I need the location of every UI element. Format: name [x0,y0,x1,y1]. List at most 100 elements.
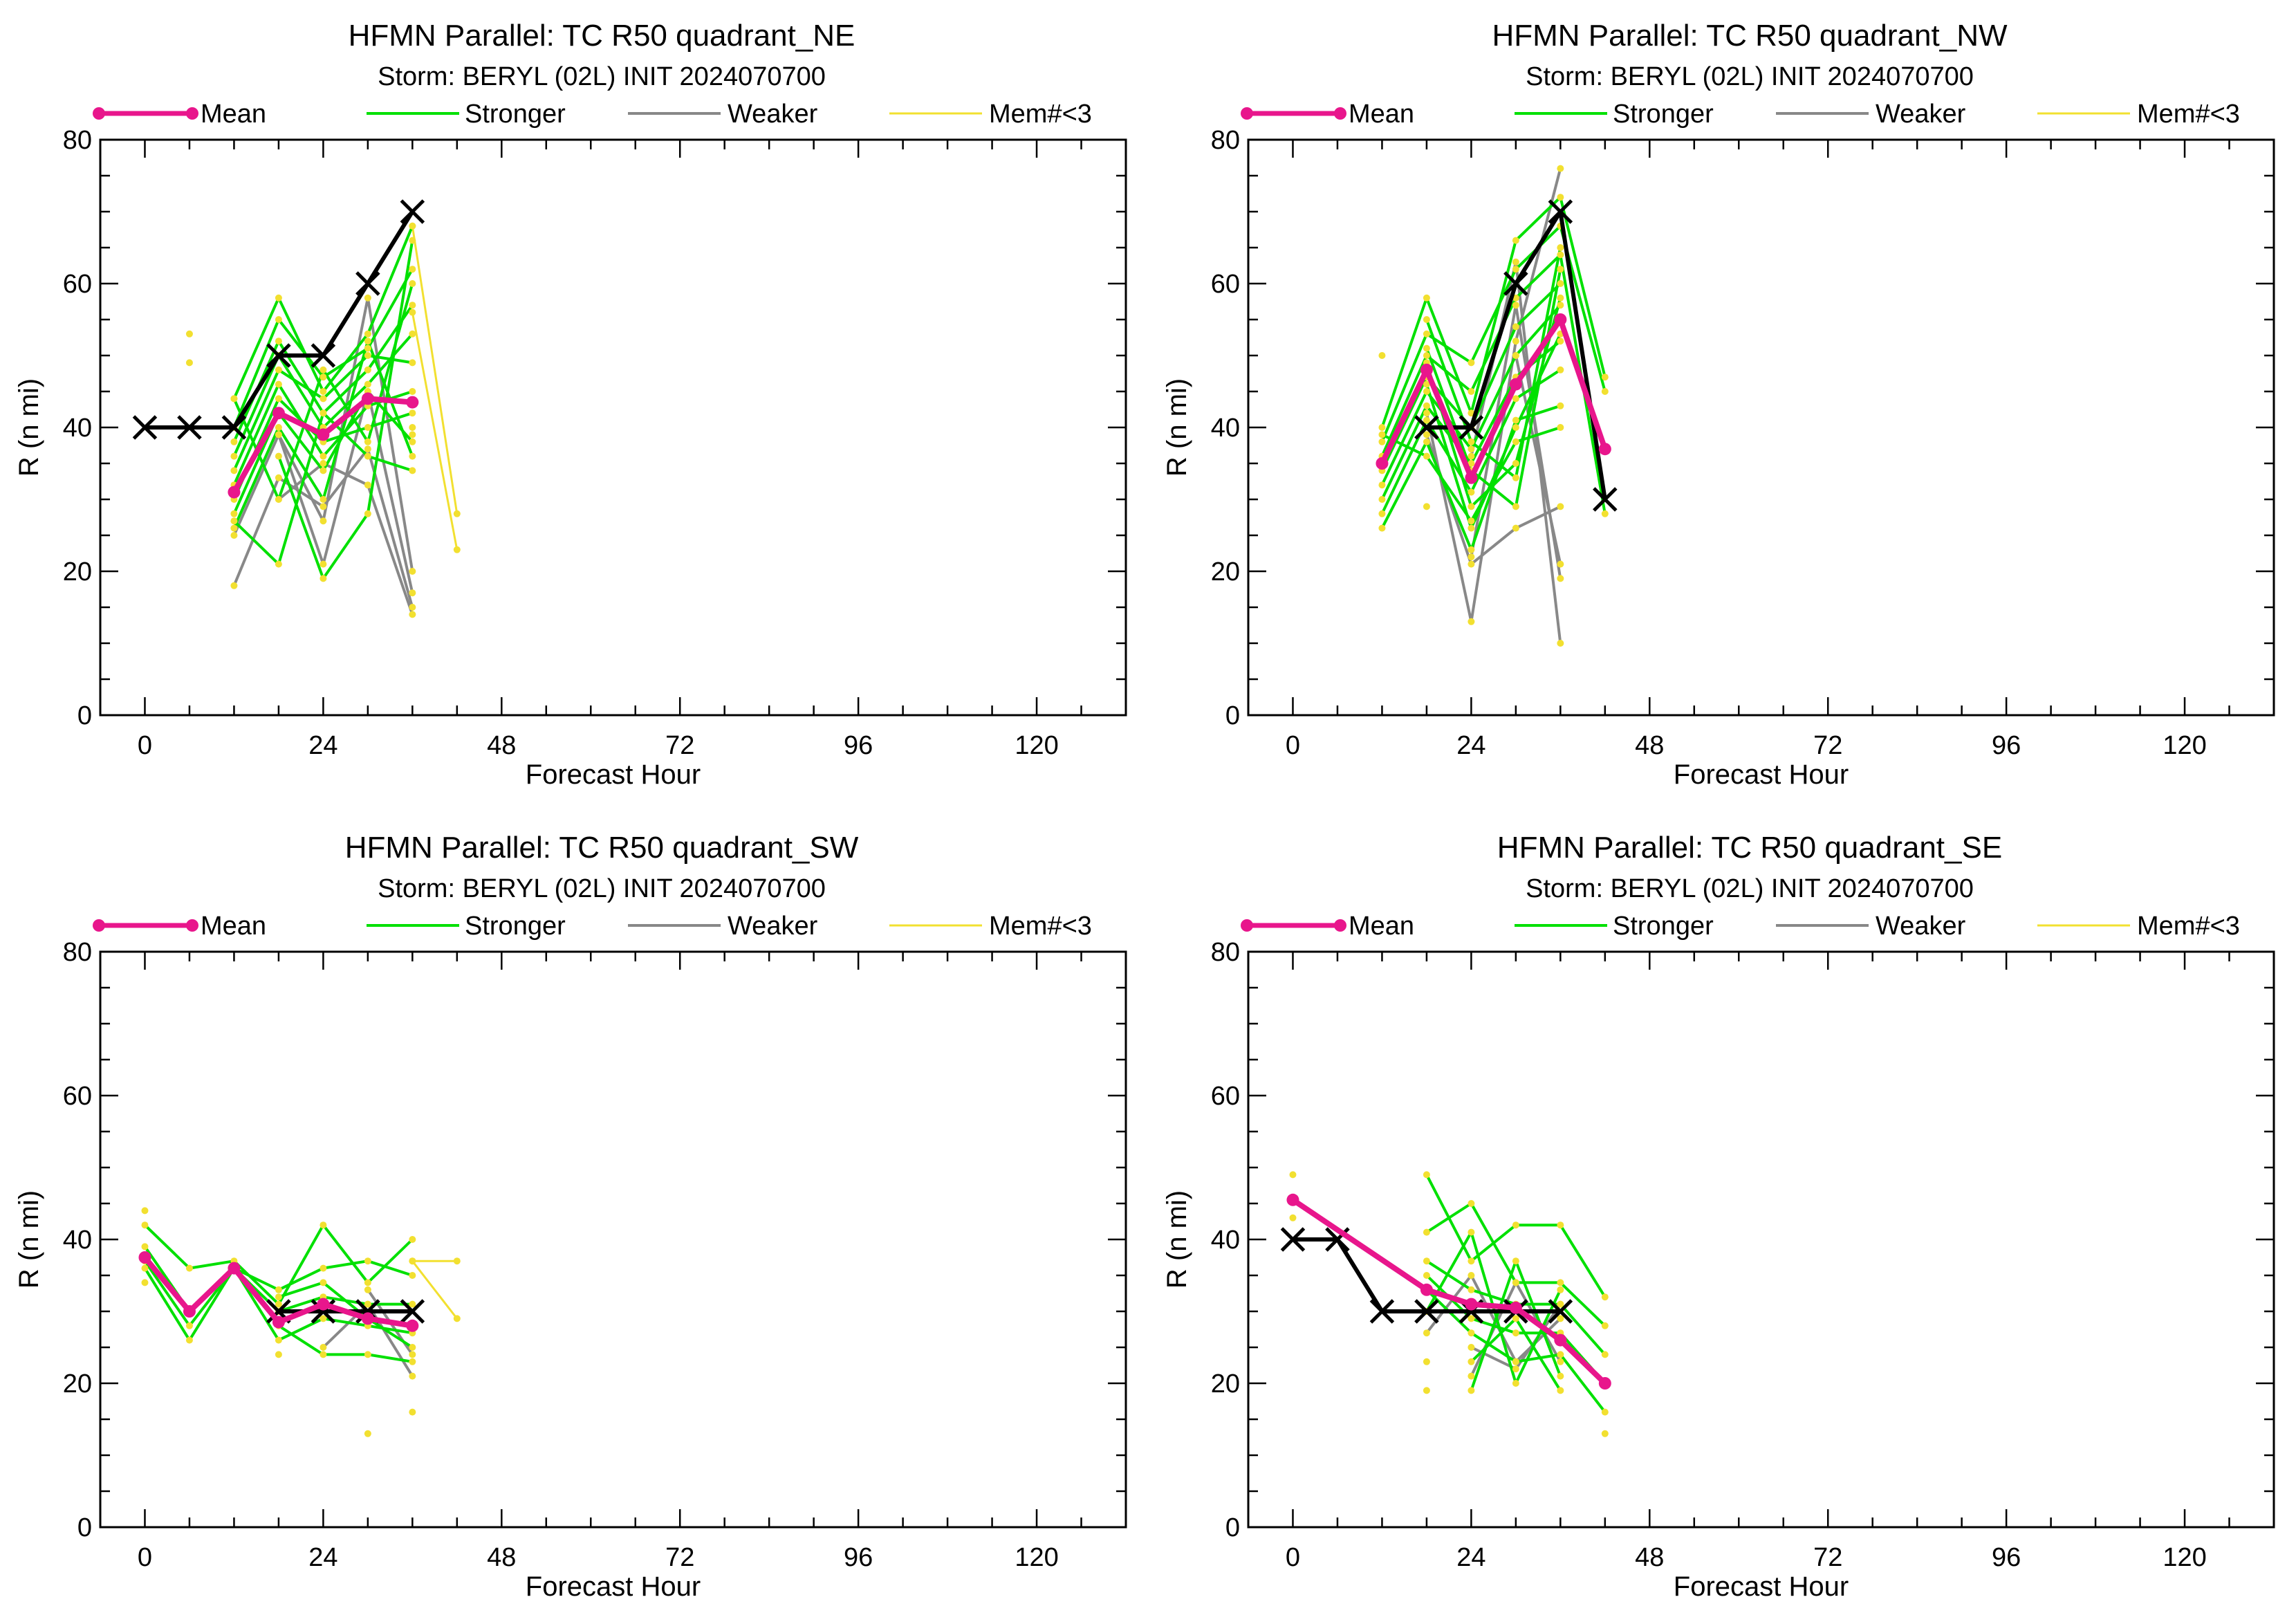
legend-mean-label: Mean [201,100,266,129]
stronger-member-point [1423,416,1430,424]
legend-weaker-label: Weaker [728,100,818,129]
stronger-member-point [275,452,282,460]
legend-stronger-label: Stronger [465,912,566,941]
x-tick-label: 96 [1992,731,2021,760]
chart-subtitle: Storm: BERYL (02L) INIT 2024070700 [378,62,826,91]
x-tick-label: 24 [308,731,337,760]
stronger-member-point [320,496,327,503]
weaker-member-point [275,474,282,481]
stronger-member-point [409,1236,416,1243]
weaker-member-point [1512,338,1519,345]
stronger-member-point [230,510,238,517]
best-track-marker [1459,415,1484,440]
x-tick-label: 72 [1813,1543,1842,1572]
mem3-point [1601,1430,1609,1437]
mem3-point [453,546,461,553]
stronger-member-point [1423,330,1430,338]
stronger-member-point [1557,424,1564,431]
stronger-member-point [409,438,416,445]
legend-mean-label: Mean [201,912,266,941]
stronger-member-point [1557,366,1564,373]
y-tick-label: 20 [63,1369,92,1399]
x-tick-label: 24 [308,1543,337,1572]
legend-weaker-label: Weaker [1876,912,1966,941]
stronger-member-point [409,1272,416,1279]
stronger-member-point [320,395,327,403]
stronger-member-point [1423,1228,1430,1236]
weaker-member-point [1512,1365,1519,1373]
stronger-member-point [141,1221,149,1229]
stronger-member-point [1468,388,1475,395]
legend-stronger-label: Stronger [1613,912,1714,941]
stronger-member-point [230,467,238,474]
stronger-member-point [230,395,238,403]
stronger-member-point [275,1336,282,1344]
stronger-member-point [1468,438,1475,445]
stronger-member-line [1380,253,1607,515]
best-track-marker [132,415,158,440]
stronger-member-point [1557,402,1564,409]
stronger-member-point [320,366,327,373]
weaker-member-point [1423,1329,1430,1337]
x-tick-label: 120 [2163,731,2206,760]
stronger-member-point [275,395,282,403]
stronger-member-point [320,373,327,381]
weaker-member-point [1423,409,1430,417]
mean-point [1509,1301,1522,1314]
legend-mean-label: Mean [1349,912,1414,941]
stronger-member-point [320,1221,327,1229]
stronger-member-point [275,338,282,345]
legend-mean-marker [186,919,198,932]
stronger-member-line [278,1281,414,1349]
stronger-member-point [409,266,416,273]
stronger-member-point [275,424,282,431]
stronger-member-point [364,1257,371,1265]
weaker-member-point [1423,431,1430,439]
stronger-member-point [1512,460,1519,467]
stronger-member-point [1512,1329,1519,1337]
stronger-member-point [364,452,371,460]
stronger-member-point [409,237,416,244]
weaker-member-point [1468,452,1475,460]
stronger-member-point [364,344,371,352]
stronger-member-point [1423,388,1430,395]
stronger-member-point [1557,266,1564,273]
weaker-member-point [320,560,327,568]
stronger-member-point [1557,1221,1564,1229]
legend-weaker-label: Weaker [1876,100,1966,129]
weaker-member-point [409,568,416,575]
stronger-member-point [1378,431,1386,439]
y-tick-label: 0 [1225,1513,1240,1542]
weaker-member-line [277,296,414,572]
y-tick-label: 60 [63,270,92,299]
stronger-member-point [1557,1279,1564,1286]
stronger-member-point [409,330,416,338]
legend-mean-marker [1334,107,1346,120]
weaker-member-point [409,604,416,611]
mem3-line [411,1260,458,1320]
stronger-member-point [1601,1322,1609,1329]
stronger-member-point [1512,1315,1519,1322]
stronger-member-line [277,240,414,580]
mem3-point [185,359,193,367]
x-axis-label: Forecast Hour [1674,759,1849,790]
legend-mean-marker [1241,919,1253,932]
stronger-member-point [1468,1358,1475,1365]
mem3-point [275,1351,282,1358]
mem3-point [453,1315,461,1322]
mean-point [406,396,419,409]
mem3-point [1289,1171,1297,1179]
stronger-member-point [1468,1200,1475,1207]
best-track-marker [1548,199,1573,224]
weaker-member-point [1557,560,1564,568]
best-track-marker [1414,415,1439,440]
stronger-member-point [1512,323,1519,331]
weaker-member-line [277,462,414,616]
stronger-member-point [1512,503,1519,510]
y-tick-label: 40 [63,1226,92,1255]
stronger-member-point [1423,1171,1430,1179]
stronger-member-line [1425,333,1562,530]
stronger-member-point [409,1344,416,1351]
stronger-member-point [1468,1228,1475,1236]
stronger-member-point [409,1300,416,1308]
